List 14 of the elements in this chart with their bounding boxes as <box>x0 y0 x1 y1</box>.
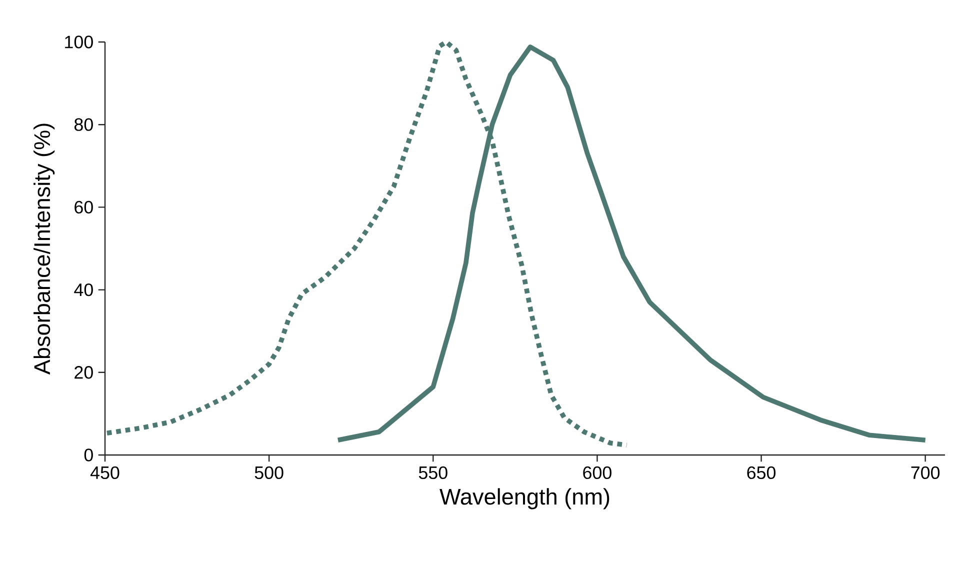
x-axis-title: Wavelength (nm) <box>440 488 610 510</box>
x-tick-label: 500 <box>254 466 284 480</box>
x-tick-label: 450 <box>90 466 120 480</box>
x-tick-label: 700 <box>911 466 940 480</box>
x-tick-label: 650 <box>747 466 776 480</box>
x-tick-label: 550 <box>418 466 448 480</box>
x-tick-label: 600 <box>583 466 612 480</box>
y-axis-title: Absorbance/Intensity (%) <box>34 124 55 375</box>
y-tick-label: 20 <box>74 366 93 379</box>
y-tick-label: 80 <box>74 118 93 131</box>
y-tick-label: 60 <box>74 200 93 214</box>
y-tick-label: 40 <box>74 283 93 296</box>
y-tick-label: 0 <box>84 448 93 462</box>
y-tick-label: 100 <box>65 36 93 48</box>
